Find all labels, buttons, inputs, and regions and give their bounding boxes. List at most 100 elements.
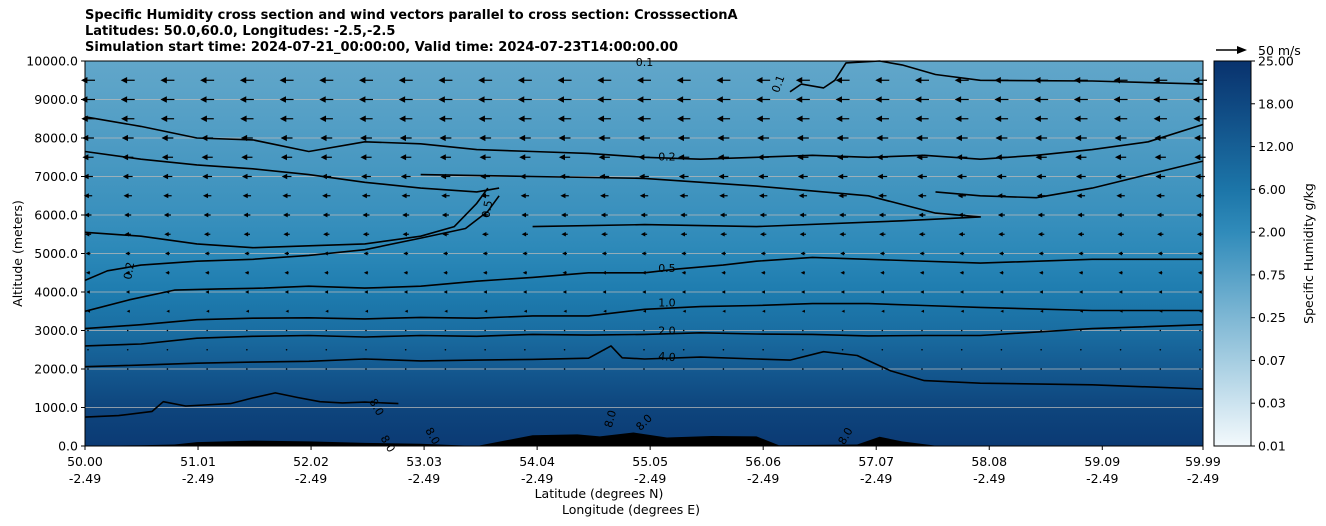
wind-vector — [524, 329, 526, 332]
wind-vector — [322, 212, 330, 218]
wind-vector — [1080, 368, 1082, 370]
contour-line — [84, 392, 399, 418]
wind-vector-head — [241, 173, 248, 180]
wind-vector — [878, 193, 887, 199]
wind-vector — [399, 115, 413, 122]
wind-vector-head — [637, 77, 644, 84]
wind-vector — [481, 232, 489, 237]
wind-vector — [1154, 134, 1167, 142]
wind-vector — [1153, 77, 1168, 84]
colorbar-tick-label: 0.25 — [1258, 310, 1286, 325]
wind-vector-head — [200, 96, 207, 103]
x-tick-label-longitude: -2.49 — [634, 471, 666, 486]
wind-vector — [279, 96, 294, 103]
x-tick-label-longitude: -2.49 — [1187, 471, 1219, 486]
wind-vector-head — [245, 290, 249, 294]
wind-vector-head — [562, 270, 567, 275]
wind-vector — [166, 348, 169, 351]
wind-vector — [279, 77, 294, 84]
wind-vector-head — [125, 270, 130, 275]
wind-vector — [676, 77, 691, 84]
wind-vector-head — [994, 96, 1001, 103]
wind-vector — [241, 154, 253, 161]
wind-vector — [365, 368, 367, 370]
wind-vector — [1077, 212, 1085, 218]
wind-vector — [1036, 193, 1046, 199]
wind-vector-head — [204, 251, 209, 256]
wind-vector-head — [1035, 134, 1042, 142]
wind-vector — [643, 348, 645, 351]
wind-vector — [841, 348, 844, 351]
wind-vector — [881, 309, 885, 313]
wind-vector — [398, 96, 413, 103]
wind-vector-head — [562, 290, 567, 294]
wind-vector — [86, 290, 90, 294]
x-tick-label-latitude: 58.08 — [971, 454, 1007, 469]
wind-vector — [916, 154, 928, 161]
wind-vector-head — [602, 290, 607, 294]
wind-vector — [124, 212, 132, 218]
wind-vector — [166, 368, 169, 370]
wind-vector — [203, 232, 211, 237]
wind-vector-head — [242, 193, 248, 199]
wind-vector-head — [959, 251, 964, 256]
wind-vector — [761, 290, 765, 294]
wind-vector — [641, 270, 647, 275]
wind-vector — [680, 232, 687, 237]
wind-vector-head — [523, 290, 527, 294]
wind-vector — [798, 193, 808, 199]
wind-vector — [1199, 348, 1201, 351]
contour-label: 0.1 — [769, 73, 787, 94]
wind-vector-head — [1194, 134, 1201, 142]
wind-vector-head — [323, 251, 328, 256]
colorbar-tick-label: 0.03 — [1258, 396, 1286, 411]
wind-vector — [762, 368, 764, 370]
chart-title-line-3: Simulation start time: 2024-07-21_00:00:… — [85, 40, 678, 55]
wind-vector-head — [959, 290, 964, 294]
wind-vector-head — [563, 309, 567, 313]
y-tick-label: 3000.0 — [34, 323, 78, 338]
wind-vector — [84, 212, 92, 218]
wind-vector — [921, 348, 923, 351]
wind-vector — [438, 77, 453, 84]
wind-vector — [597, 96, 612, 103]
wind-vector — [881, 329, 884, 332]
wind-vector-head — [161, 134, 168, 142]
x-tick-label-latitude: 52.02 — [293, 454, 329, 469]
wind-vector — [441, 212, 449, 218]
wind-vector — [482, 251, 488, 256]
wind-vector — [325, 368, 328, 370]
wind-vector — [478, 77, 493, 84]
y-tick-label: 4000.0 — [34, 285, 78, 300]
wind-vector-head — [1193, 115, 1200, 122]
wind-vector-head — [837, 173, 844, 180]
wind-vector-head — [917, 173, 923, 180]
chart-title-line-2: Latitudes: 50.0,60.0, Longitudes: -2.5,-… — [85, 24, 396, 39]
wind-vector — [1034, 77, 1049, 84]
wind-vector — [200, 96, 215, 103]
wind-vector — [166, 329, 169, 332]
y-tick-label: 2000.0 — [34, 362, 78, 377]
wind-vector — [994, 115, 1009, 122]
y-tick-label: 9000.0 — [34, 92, 78, 107]
wind-vector — [400, 154, 412, 161]
wind-vector-head — [676, 96, 684, 103]
wind-vector-head — [398, 77, 406, 84]
wind-vector — [325, 329, 328, 332]
wind-vector-head — [282, 193, 288, 199]
colorbar-tick-label: 25.00 — [1258, 54, 1294, 69]
wind-key-arrow-head — [1237, 46, 1247, 54]
wind-vector-head — [839, 232, 844, 237]
wind-vector — [125, 270, 130, 275]
wind-vector-head — [484, 309, 488, 313]
wind-vector — [682, 329, 685, 332]
wind-vector-head — [557, 115, 565, 122]
wind-vector — [917, 193, 927, 199]
wind-vector — [557, 96, 572, 103]
wind-vector — [561, 212, 569, 218]
wind-vector — [717, 134, 730, 142]
wind-vector — [955, 134, 968, 142]
wind-vector-head — [996, 173, 1003, 180]
wind-vector-head — [795, 77, 803, 84]
terrain-silhouette — [85, 432, 1203, 446]
